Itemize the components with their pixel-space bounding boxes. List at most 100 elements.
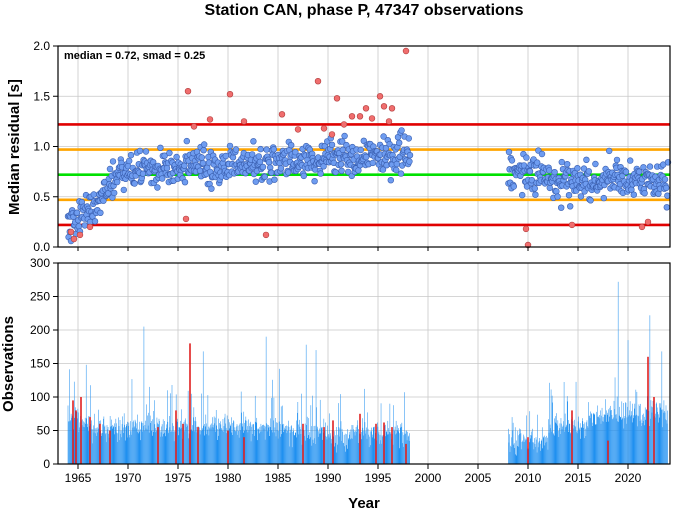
- observations-bar: [354, 432, 355, 464]
- observations-bar: [104, 425, 106, 464]
- observations-bar: [605, 421, 607, 464]
- observations-bar: [363, 430, 365, 464]
- observations-bar: [220, 421, 221, 464]
- residual-point: [277, 165, 285, 172]
- observations-bar: [645, 410, 647, 464]
- observations-bar: [136, 432, 138, 464]
- observations-bar: [309, 432, 311, 464]
- observations-bar: [235, 431, 237, 464]
- observations-highlight-bar: [653, 397, 655, 464]
- observations-bar: [148, 432, 150, 464]
- observations-bar: [119, 420, 121, 464]
- observations-bar: [283, 432, 284, 464]
- observations-bar: [265, 426, 266, 464]
- observations-bar: [357, 420, 358, 464]
- observations-bar: [234, 430, 235, 464]
- residual-point: [91, 218, 99, 225]
- observations-bar: [573, 425, 575, 464]
- observations-bar: [585, 436, 587, 464]
- observations-bar: [291, 425, 292, 464]
- observations-bar: [377, 422, 378, 464]
- observations-bar: [152, 435, 154, 464]
- residual-point: [345, 168, 352, 176]
- observations-bar: [338, 427, 340, 464]
- observations-bar: [257, 440, 258, 464]
- observations-bar: [408, 435, 409, 464]
- observations-bar: [574, 426, 576, 464]
- observations-bar: [573, 428, 574, 464]
- observations-y-tick-label: 250: [30, 290, 50, 304]
- observations-bar: [268, 436, 270, 464]
- observations-bar: [115, 427, 116, 464]
- residual-outlier-point: [644, 218, 652, 226]
- observations-bar: [374, 426, 375, 464]
- observations-bar: [370, 445, 371, 464]
- observations-bar: [250, 421, 251, 464]
- observations-bar: [561, 423, 562, 464]
- residual-y-tick-label: 2.0: [33, 39, 50, 53]
- observations-bar: [223, 431, 224, 464]
- observations-bar: [566, 424, 567, 464]
- residual-point: [131, 180, 138, 187]
- observations-bar: [381, 443, 382, 464]
- observations-bar: [664, 412, 666, 464]
- observations-bar: [382, 435, 384, 464]
- observations-bar: [282, 424, 284, 464]
- observations-bar: [223, 426, 225, 464]
- observations-bar: [622, 418, 623, 464]
- observations-bar: [512, 422, 514, 464]
- observations-x-ticks: 1965 1970 1975 1980 1985 1990 1995 2000 2005 2010…: [65, 464, 642, 485]
- observations-bar: [192, 431, 194, 464]
- observations-bar: [150, 430, 152, 464]
- observations-bar: [148, 412, 149, 464]
- observations-bar: [78, 432, 80, 464]
- observations-bar: [93, 425, 94, 464]
- observations-bar: [333, 446, 335, 464]
- year-tick-label: 1975: [165, 471, 192, 485]
- observations-bar: [129, 437, 131, 464]
- observations-bar: [97, 428, 99, 464]
- observations-highlight-bar: [405, 443, 407, 464]
- observations-bar: [180, 428, 182, 464]
- observations-bar: [122, 416, 123, 464]
- residual-point: [545, 167, 553, 174]
- observations-highlight-bar: [189, 343, 191, 464]
- observations-bar: [124, 440, 126, 464]
- observations-bar: [394, 426, 396, 464]
- observations-bar: [151, 421, 152, 464]
- observations-bar: [366, 427, 367, 464]
- residual-point: [646, 163, 654, 170]
- observations-bar: [146, 404, 147, 464]
- observations-bar: [120, 433, 121, 464]
- observations-bar: [621, 401, 623, 464]
- observations-bar: [402, 443, 403, 464]
- observations-bar: [357, 443, 359, 464]
- residual-point: [252, 178, 260, 185]
- observations-bar: [151, 419, 153, 464]
- observations-bar: [535, 437, 537, 464]
- observations-bar: [349, 431, 351, 464]
- observations-bar: [401, 426, 402, 464]
- observations-bar: [273, 420, 274, 464]
- observations-bar: [634, 403, 636, 464]
- observations-bar: [267, 427, 269, 464]
- observations-bar: [255, 422, 257, 464]
- observations-bar: [548, 419, 549, 464]
- observations-bar: [662, 427, 663, 464]
- residual-point: [120, 186, 128, 194]
- observations-bar: [140, 440, 142, 464]
- residual-point: [398, 127, 405, 134]
- observations-bar: [185, 423, 187, 464]
- observations-bar: [91, 429, 93, 464]
- observations-bar: [136, 428, 137, 464]
- observations-bar: [666, 420, 667, 464]
- observations-bar: [210, 428, 212, 464]
- observations-bar: [263, 424, 264, 464]
- observations-bar: [233, 421, 235, 464]
- observations-bar: [141, 422, 142, 464]
- observations-bar: [627, 340, 629, 464]
- observations-bar: [513, 444, 514, 464]
- observations-bar: [386, 432, 388, 464]
